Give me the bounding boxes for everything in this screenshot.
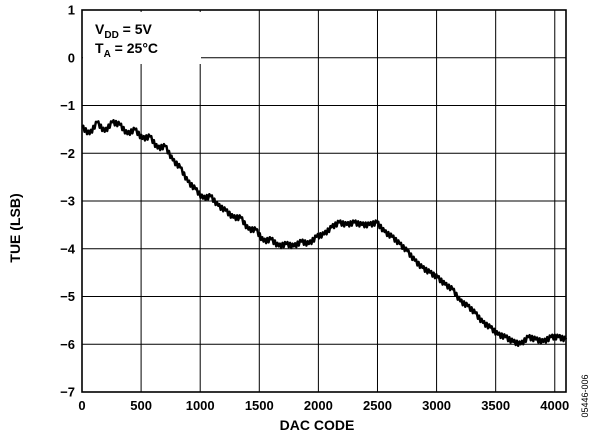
plot-frame	[81, 9, 567, 393]
x-tick-label: 3500	[481, 398, 510, 413]
x-tick-label: 4000	[540, 398, 569, 413]
x-tick-label: 0	[78, 398, 85, 413]
y-tick-label: −6	[60, 337, 75, 352]
y-tick-label: −5	[60, 289, 75, 304]
x-tick-label: 1500	[245, 398, 274, 413]
x-tick-label: 1000	[186, 398, 215, 413]
tue-series-line	[81, 119, 568, 347]
y-tick-labels: 1 0 −1 −2 −3 −4 −5 −6 −7	[60, 3, 76, 400]
x-tick-labels: 0 500 1000 1500 2000 2500 3000 3500 4000	[78, 398, 569, 413]
annotation-ta: TA = 25°C	[95, 40, 158, 60]
y-tick-label: 0	[68, 50, 75, 65]
figure-code: 05446-006	[580, 374, 590, 417]
x-tick-label: 500	[130, 398, 152, 413]
y-tick-label: −7	[60, 385, 75, 400]
grid-lines	[81, 9, 566, 393]
y-tick-label: −3	[60, 194, 75, 209]
y-axis-label: TUE (LSB)	[7, 193, 23, 262]
y-tick-label: −4	[60, 241, 76, 256]
y-tick-label: −1	[60, 98, 75, 113]
x-axis-label: DAC CODE	[280, 417, 355, 433]
y-tick-label: −2	[60, 146, 75, 161]
annotation-background	[83, 12, 201, 64]
x-tick-label: 2500	[363, 398, 392, 413]
annotation-vdd: VDD = 5V	[95, 21, 153, 41]
y-tick-label: 1	[68, 3, 75, 18]
conditions-annotation: VDD = 5V TA = 25°C	[83, 12, 201, 64]
x-tick-label: 2000	[304, 398, 333, 413]
x-tick-label: 3000	[422, 398, 451, 413]
